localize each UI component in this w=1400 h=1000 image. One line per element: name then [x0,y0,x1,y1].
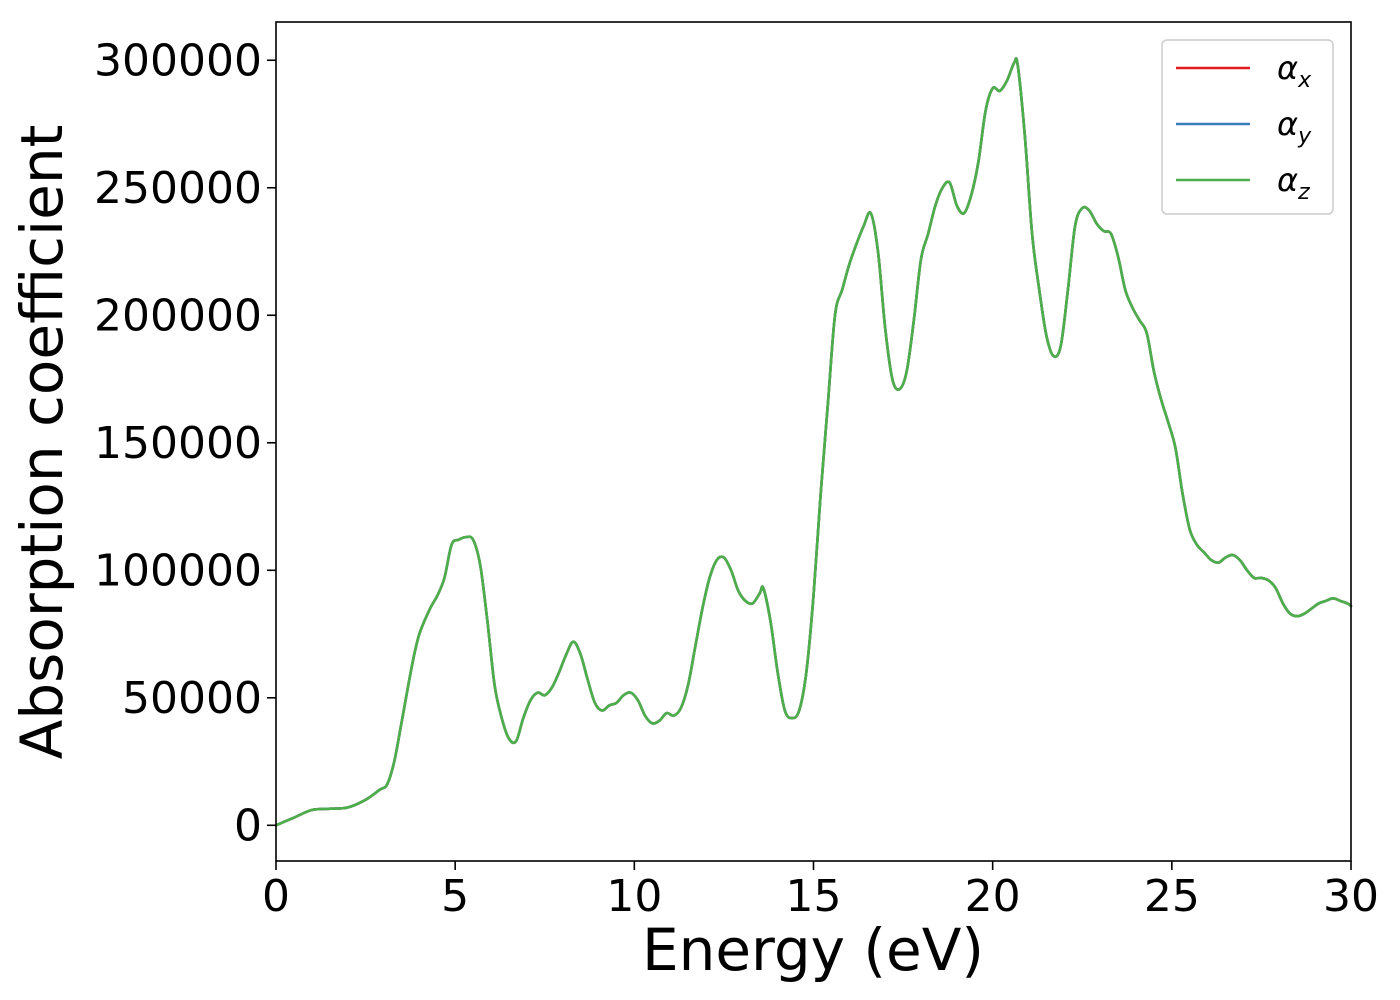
series-line-alpha-z [274,57,1353,827]
legend-subscript: x [1297,68,1312,93]
y-tick-label: 50000 [122,673,262,724]
legend-subscript: y [1297,124,1312,149]
x-axis-ticks: 0 5 10 15 20 25 30 [262,861,1379,922]
y-axis-ticks: 0 50000 100000 150000 200000 250000 300000 [94,35,276,851]
legend-label-alpha-z: αz [1277,161,1310,205]
x-tick-label: 15 [786,871,842,922]
x-tick-label: 0 [262,871,290,922]
y-tick-label: 100000 [94,545,262,596]
y-tick-label: 150000 [94,418,262,469]
y-tick-label: 0 [234,800,262,851]
x-tick-label: 20 [965,871,1021,922]
y-tick-label: 250000 [94,163,262,214]
series-layer [274,57,1353,827]
y-tick-label: 300000 [94,35,262,86]
x-axis-label: Energy (eV) [642,916,984,984]
y-tick-label: 200000 [94,290,262,341]
x-tick-label: 10 [606,871,662,922]
x-tick-label: 25 [1144,871,1200,922]
legend-box [1161,39,1334,215]
x-tick-label: 30 [1323,871,1379,922]
legend-subscript: z [1297,180,1310,205]
y-axis-label: Absorption coefficient [8,125,76,760]
x-tick-label: 5 [441,871,469,922]
